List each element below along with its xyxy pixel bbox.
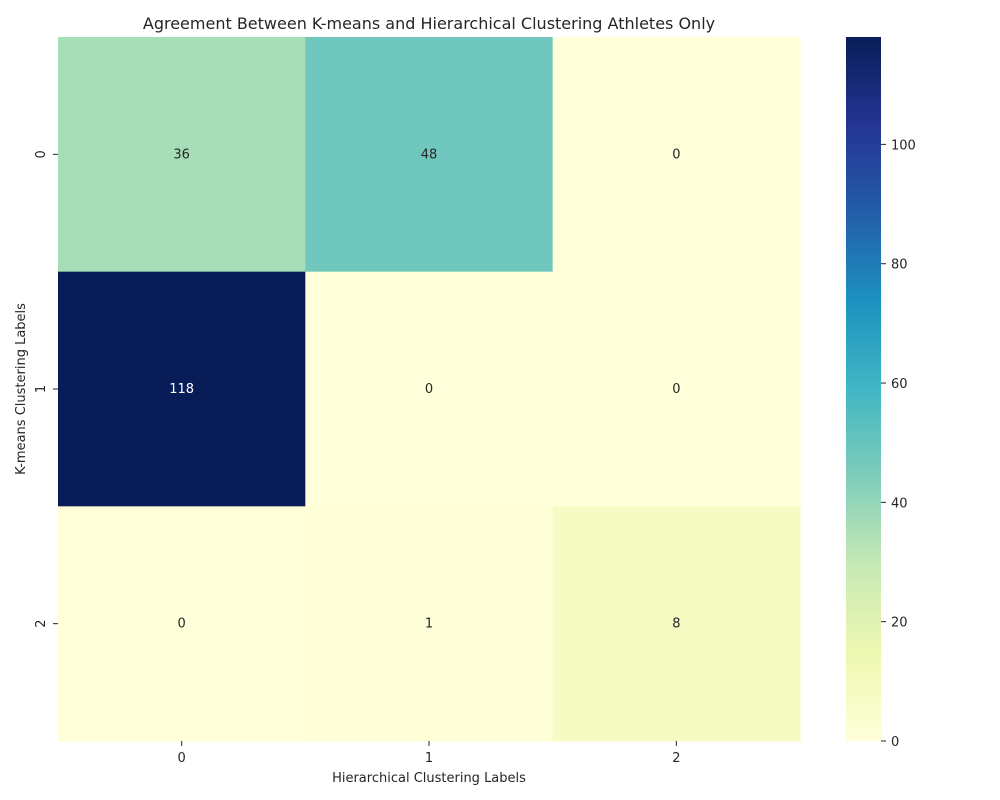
cell-value-label: 0 (672, 382, 680, 397)
x-tick-label: 1 (425, 751, 433, 766)
heatmap-cell (552, 37, 801, 273)
heatmap-cell (305, 37, 554, 273)
cell-value-label: 0 (425, 382, 433, 397)
cell-value-label: 8 (672, 617, 680, 632)
colorbar-tick-label: 60 (891, 377, 908, 392)
cell-value-label: 0 (672, 147, 680, 162)
colorbar-tick-label: 40 (891, 496, 908, 511)
colorbar-tick-label: 20 (891, 616, 908, 631)
colorbar-ticks: 0 20 40 60 80 100 (881, 138, 916, 750)
heatmap-cell (552, 506, 801, 742)
heatmap-cell (305, 271, 554, 507)
chart-title: Agreement Between K-means and Hierarchic… (143, 14, 715, 33)
y-tick-label: 1 (34, 385, 49, 393)
cell-value-labels: 36 48 0 118 0 0 0 1 8 (169, 147, 680, 631)
y-tick-label: 0 (34, 150, 49, 158)
colorbar-tick-label: 100 (891, 138, 916, 153)
cell-value-label: 36 (173, 147, 190, 162)
heatmap-cell (305, 506, 554, 742)
colorbar (846, 37, 881, 741)
colorbar-tick-label: 80 (891, 258, 908, 273)
x-tick-label: 2 (672, 751, 680, 766)
heatmap-cells (58, 37, 801, 742)
y-tick-label: 2 (34, 620, 49, 628)
heatmap-cell (552, 271, 801, 507)
colorbar-tick-label: 0 (891, 735, 899, 750)
heatmap-cell (58, 37, 306, 273)
cell-value-label: 118 (169, 382, 194, 397)
heatmap-cell (58, 506, 306, 742)
x-axis-ticks: 0 1 2 (178, 741, 680, 766)
cell-value-label: 1 (425, 617, 433, 632)
y-axis-label: K-means Clustering Labels (14, 303, 29, 475)
x-axis-label: Hierarchical Clustering Labels (332, 771, 526, 786)
y-axis-ticks: 0 1 2 (34, 150, 58, 628)
cell-value-label: 48 (421, 147, 438, 162)
cell-value-label: 0 (178, 617, 186, 632)
heatmap-cell (58, 271, 306, 507)
x-tick-label: 0 (178, 751, 186, 766)
